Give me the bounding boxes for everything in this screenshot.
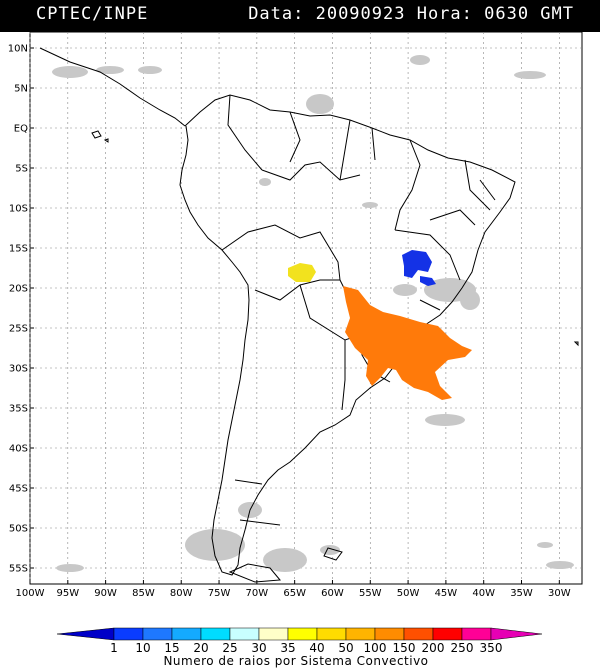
lat-label: 15S: [9, 244, 28, 255]
lat-label: 35S: [9, 404, 28, 415]
lat-label: 20S: [9, 284, 28, 295]
lon-label: 70W: [246, 588, 269, 599]
lat-lon-grid: [29, 32, 582, 584]
convective-system-parana: [343, 286, 472, 400]
lon-label: 55W: [359, 588, 382, 599]
lon-label: 90W: [94, 588, 117, 599]
lon-label: 35W: [510, 588, 533, 599]
colorbar-label: 40: [309, 641, 324, 655]
colorbar-label: 35: [280, 641, 295, 655]
axis-ticks: 10N 5N EQ 5S 10S 15S 20S 25S 30S 35S 40S 45S 50S 55S 1…: [8, 44, 571, 600]
lon-label: 65W: [283, 588, 306, 599]
colorbar-title: Numero de raios por Sistema Convectivo: [163, 654, 428, 668]
colorbar-swatch: [345, 627, 376, 641]
lat-label: 5N: [14, 84, 28, 95]
lon-label: 75W: [208, 588, 231, 599]
colorbar-label: 15: [164, 641, 179, 655]
lat-label: 10N: [8, 44, 28, 55]
colorbar-swatch: [171, 627, 202, 641]
colorbar-swatch: [56, 627, 115, 641]
colorbar-swatch: [113, 627, 144, 641]
lon-label: 80W: [170, 588, 193, 599]
colorbar-swatch: [316, 627, 347, 641]
lat-label: 30S: [9, 364, 28, 375]
lon-label: 85W: [132, 588, 155, 599]
lon-label: 95W: [56, 588, 79, 599]
header-bar: CPTEC/INPE Data: 20090923 Hora: 0630 GMT: [0, 0, 600, 32]
colorbar-label: 150: [393, 641, 416, 655]
lat-label: 45S: [9, 484, 28, 495]
colorbar-swatch: [461, 627, 492, 641]
colorbar-label: 350: [480, 641, 503, 655]
lat-label: 25S: [9, 324, 28, 335]
lat-label: 5S: [15, 164, 28, 175]
colorbar-label: 50: [338, 641, 353, 655]
datetime-title: Data: 20090923 Hora: 0630 GMT: [248, 4, 574, 24]
colorbar-label: 100: [364, 641, 387, 655]
colorbar-label: 10: [135, 641, 150, 655]
lon-label: 30W: [548, 588, 571, 599]
colorbar-swatch: [142, 627, 173, 641]
cloud-cover: [52, 55, 574, 572]
colorbar-swatch: [258, 627, 289, 641]
lon-label: 50W: [397, 588, 420, 599]
lon-label: 100W: [16, 588, 45, 599]
convective-system-bolivia: [288, 263, 316, 282]
colorbar-swatch: [490, 627, 543, 641]
colorbar-label: 250: [451, 641, 474, 655]
colorbar-label: 25: [222, 641, 237, 655]
lon-label: 40W: [472, 588, 495, 599]
colorbar-label: 30: [251, 641, 266, 655]
lon-label: 45W: [435, 588, 458, 599]
lat-label: 40S: [9, 444, 28, 455]
colorbar-swatch: [229, 627, 260, 641]
colorbar-swatch: [287, 627, 318, 641]
colorbar-label: 20: [193, 641, 208, 655]
lat-label: 10S: [9, 204, 28, 215]
org-title: CPTEC/INPE: [36, 4, 149, 24]
map-frame: [29, 31, 583, 585]
colorbar-swatch: [200, 627, 231, 641]
convective-system-minas-gerais: [402, 250, 436, 286]
colorbar-label: 1: [110, 641, 118, 655]
colorbar-label: 200: [422, 641, 445, 655]
colorbar-swatch: [374, 627, 405, 641]
colorbar-swatch: [432, 627, 463, 641]
lat-label: 55S: [9, 564, 28, 575]
colorbar: 1 10 15 20 25 30 35 40 50 100 150 200 250 350: [56, 627, 543, 655]
lat-label: EQ: [14, 124, 28, 135]
lat-label: 50S: [9, 524, 28, 535]
colorbar-swatch: [403, 627, 434, 641]
lon-label: 60W: [321, 588, 344, 599]
